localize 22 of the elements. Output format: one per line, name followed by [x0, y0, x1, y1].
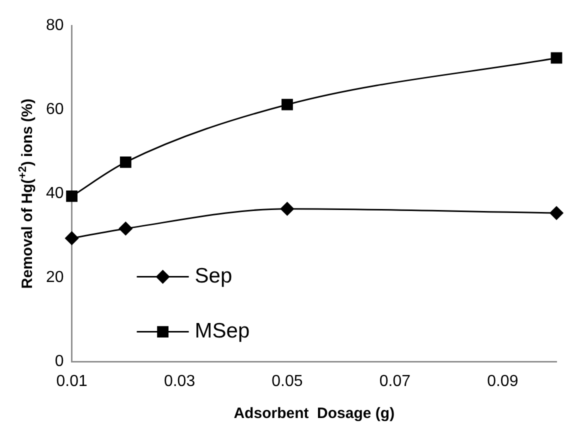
- point: [118, 222, 132, 236]
- y-axis-title: Removal of Hg(+2) ions (%): [17, 98, 36, 289]
- x-tick-label: 0.01: [56, 372, 88, 390]
- y-tick-label: 80: [46, 17, 64, 34]
- legend-label: Sep: [194, 264, 232, 288]
- x-tick-label: 0.07: [379, 372, 411, 390]
- x-axis-title: Adsorbent Dosage (g): [234, 405, 395, 422]
- legend-label: MSep: [194, 320, 250, 343]
- point: [282, 98, 293, 110]
- point: [66, 190, 78, 202]
- y-tick-label: 0: [54, 353, 64, 370]
- y-tick-label: 20: [46, 269, 64, 286]
- point: [550, 52, 562, 64]
- y-tick-label: 40: [46, 185, 64, 202]
- x-tick-label: 0.03: [164, 372, 196, 390]
- point: [65, 231, 79, 245]
- x-tick-label: 0.09: [487, 372, 518, 390]
- point: [120, 156, 132, 168]
- point: [550, 206, 564, 220]
- y-tick-label: 60: [46, 101, 64, 118]
- point: [280, 202, 294, 216]
- x-tick-label: 0.05: [272, 372, 303, 390]
